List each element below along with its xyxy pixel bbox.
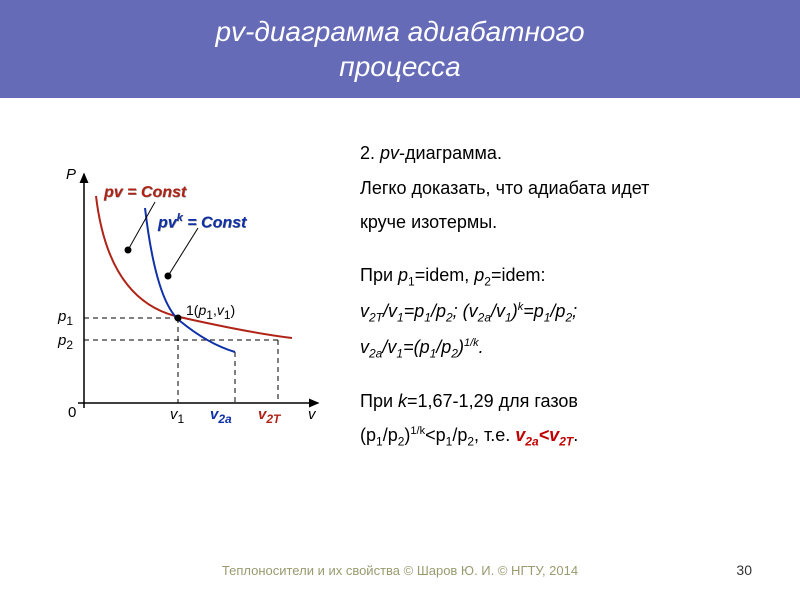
label-v1: v1 xyxy=(170,406,184,426)
t4e: =idem: xyxy=(491,265,546,285)
line5-inner: v2T/v1=p1/p2; (v2a/v1)k=p1/p2; xyxy=(360,301,577,321)
line8: (p1/p2)1/k<p1/p2, т.е. v2a<v2T. xyxy=(360,420,770,452)
slide-header: pv-диаграмма адиабатногопроцесса xyxy=(0,0,800,98)
label-p1: p1 xyxy=(58,308,73,328)
t4b: p xyxy=(398,265,408,285)
point-1 xyxy=(175,315,182,322)
label-P: P xyxy=(66,166,76,183)
label-p2: p2 xyxy=(58,332,73,352)
label-v: v xyxy=(308,406,316,423)
t7a: При xyxy=(360,391,398,411)
t1c: -диаграмма. xyxy=(399,143,502,163)
line6: v2a/v1=(p1/p2)1/k. xyxy=(360,332,770,364)
t4d: p xyxy=(474,265,484,285)
label-isotherm: pv = Const xyxy=(104,184,186,202)
content-row: P pv = Const pvk = Const 1(p1,v1) p1 p2 … xyxy=(0,98,800,456)
t4c: =idem, xyxy=(415,265,475,285)
label-v2T: v2T xyxy=(258,406,280,426)
isotherm-eq: pv = Const xyxy=(104,184,186,201)
pointer-adiabat xyxy=(168,228,198,276)
label-v2a: v2а xyxy=(210,406,232,426)
line6-inner: v2a/v1=(p1/p2)1/k. xyxy=(360,337,484,357)
label-origin: 0 xyxy=(68,404,76,421)
line7: При k=1,67-1,29 для газов xyxy=(360,386,770,417)
pv-diagram: P pv = Const pvk = Const 1(p1,v1) p1 p2 … xyxy=(30,138,340,448)
t4a: При xyxy=(360,265,398,285)
line4: При p1=idem, p2=idem: xyxy=(360,260,770,292)
dot-on-isotherm xyxy=(125,247,132,254)
dot-on-adiabat xyxy=(165,273,172,280)
line1: 2. pv-диаграмма. xyxy=(360,138,770,169)
t7b: k xyxy=(398,391,407,411)
title: pv-диаграмма адиабатногопроцесса xyxy=(215,16,584,82)
page-number: 30 xyxy=(736,562,752,578)
t7c: =1,67-1,29 для газов xyxy=(407,391,578,411)
adiabat-eq-const: = Const xyxy=(183,214,247,231)
line2: Легко доказать, что адиабата идет xyxy=(360,173,770,204)
adiabat-eq-pv: pv xyxy=(158,214,177,231)
t1b: pv xyxy=(380,143,399,163)
label-adiabat: pvk = Const xyxy=(158,212,246,232)
t1a: 2. xyxy=(360,143,380,163)
line3: круче изотермы. xyxy=(360,207,770,238)
explanation-text: 2. pv-диаграмма. Легко доказать, что ади… xyxy=(360,138,770,456)
footer-text: Теплоносители и их свойства © Шаров Ю. И… xyxy=(0,563,800,578)
label-point1: 1(p1,v1) xyxy=(186,302,235,322)
line5: v2T/v1=p1/p2; (v2a/v1)k=p1/p2; xyxy=(360,296,770,328)
